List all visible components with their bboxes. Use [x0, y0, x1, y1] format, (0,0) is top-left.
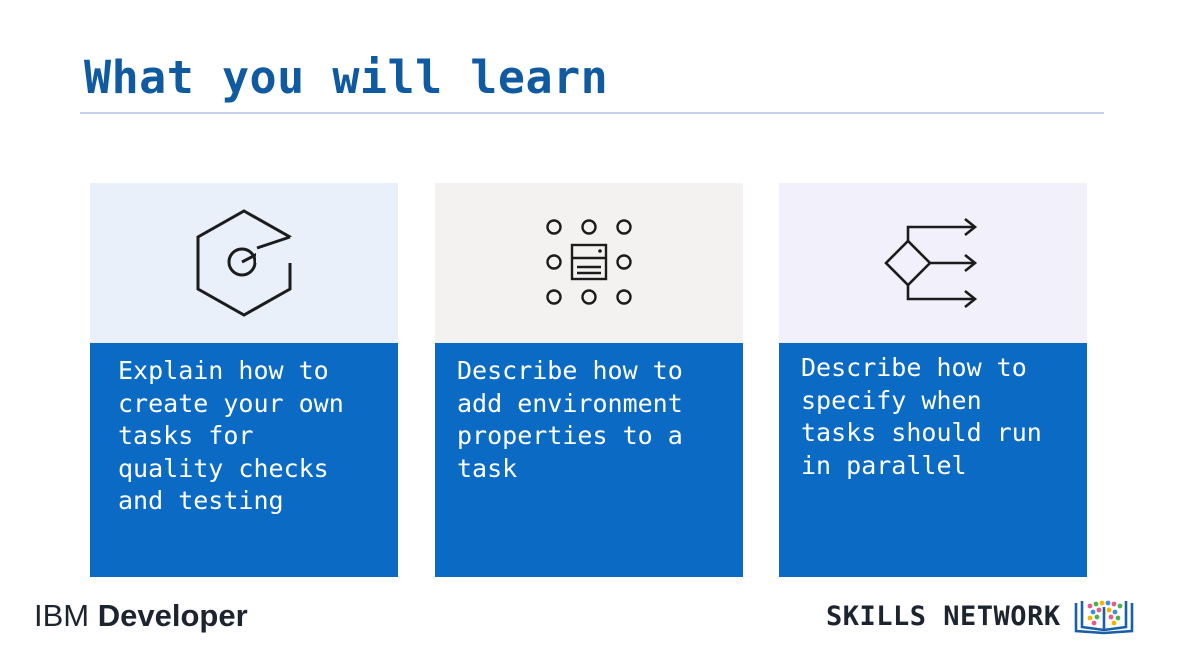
slide-title: What you will learn — [84, 51, 609, 104]
card-text-panel: Explain how to create your own tasks for… — [90, 343, 398, 577]
card-description: Explain how to create your own tasks for… — [118, 356, 344, 515]
learning-card-create-tasks: Explain how to create your own tasks for… — [90, 183, 398, 577]
card-icon-panel — [779, 183, 1087, 343]
card-text-panel: Describe how to specify when tasks shoul… — [779, 343, 1087, 577]
title-divider — [80, 112, 1104, 114]
open-book-icon — [1074, 600, 1133, 635]
learning-card-environment-properties: Describe how to add environment properti… — [435, 183, 743, 577]
card-icon-panel — [435, 183, 743, 343]
card-description: Describe how to add environment properti… — [457, 356, 683, 483]
skills-network-logo: SKILLS NETWORK — [826, 599, 1135, 635]
environment-grid-icon — [546, 219, 632, 305]
card-text-panel: Describe how to add environment properti… — [435, 343, 743, 577]
hexagon-target-icon — [196, 209, 292, 317]
card-icon-panel — [90, 183, 398, 343]
parallel-branch-icon — [884, 218, 978, 308]
learning-card-parallel-tasks: Describe how to specify when tasks shoul… — [779, 183, 1087, 577]
brand-prefix: IBM — [34, 598, 90, 633]
brand-name: Developer — [97, 598, 248, 633]
ibm-developer-logo: IBM Developer — [34, 598, 248, 634]
card-description: Describe how to specify when tasks shoul… — [801, 353, 1042, 480]
skills-network-text: SKILLS NETWORK — [826, 601, 1061, 632]
